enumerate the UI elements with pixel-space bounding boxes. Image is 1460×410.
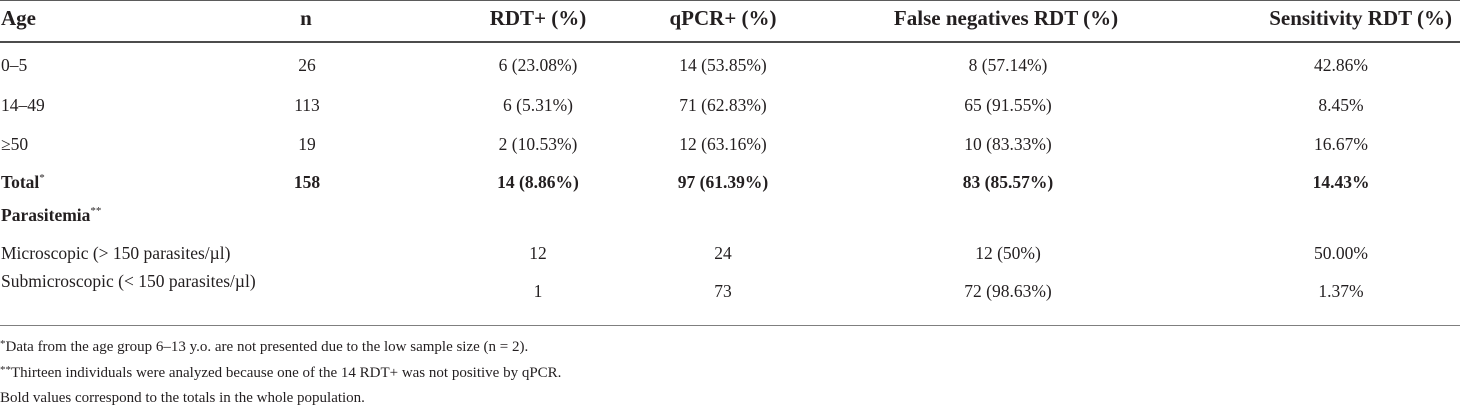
rdt-cell: 1 [533, 281, 543, 301]
header-bottom-rule [0, 41, 1460, 43]
n-cell: 26 [298, 55, 316, 75]
header-rdt: RDT+ (%) [489, 6, 587, 30]
total-footnote-mark: * [39, 172, 45, 184]
footnote-3: Bold values correspond to the totals in … [0, 391, 365, 406]
false-negatives-cell: 12 (50%) [975, 243, 1041, 263]
false-negatives-cell: 10 (83.33%) [964, 134, 1052, 154]
footnote-1: *Data from the age group 6–13 y.o. are n… [0, 338, 529, 355]
footnote-text: Bold values correspond to the totals in … [0, 390, 365, 406]
header-age: Age [1, 6, 36, 30]
rdt-cell: 2 (10.53%) [498, 134, 578, 154]
false-negatives-cell: 72 (98.63%) [964, 281, 1052, 301]
parasitemia-label-cell: Submicroscopic (< 150 parasites/µl) [1, 271, 256, 291]
qpcr-cell: 12 (63.16%) [679, 134, 767, 154]
qpcr-cell: 71 (62.83%) [679, 95, 767, 115]
sensitivity-cell: 16.67% [1314, 134, 1368, 154]
n-cell: 113 [294, 95, 320, 115]
sensitivity-cell: 50.00% [1314, 243, 1368, 263]
parasitemia-footnote-mark: ** [90, 205, 102, 217]
total-label: Total* [1, 172, 45, 192]
total-label-text: Total [1, 172, 40, 192]
header-sensitivity: Sensitivity RDT (%) [1269, 6, 1452, 30]
rdt-cell: 12 [529, 243, 547, 263]
age-cell: 0–5 [1, 55, 28, 75]
parasitemia-heading-text: Parasitemia [1, 205, 91, 225]
sensitivity-cell: 42.86% [1314, 55, 1368, 75]
header-qpcr: qPCR+ (%) [669, 6, 777, 30]
parasitemia-heading: Parasitemia** [1, 205, 102, 225]
sensitivity-cell: 1.37% [1318, 281, 1364, 301]
qpcr-cell: 14 (53.85%) [679, 55, 767, 75]
total-false-negatives-cell: 83 (85.57%) [962, 172, 1054, 192]
qpcr-cell: 73 [714, 281, 732, 301]
total-sensitivity-cell: 14.43% [1312, 172, 1370, 192]
header-false-negatives: False negatives RDT (%) [893, 6, 1119, 30]
rdt-cell: 6 (5.31%) [503, 95, 573, 115]
total-qpcr-cell: 97 (61.39%) [677, 172, 769, 192]
n-cell: 19 [298, 134, 316, 154]
false-negatives-cell: 8 (57.14%) [968, 55, 1048, 75]
footnote-text: Data from the age group 6–13 y.o. are no… [5, 339, 529, 355]
footnote-mark: ** [0, 364, 11, 376]
rdt-cell: 6 (23.08%) [498, 55, 578, 75]
footnote-mark: * [0, 338, 6, 350]
total-n-cell: 158 [293, 172, 321, 192]
table-bottom-rule [0, 325, 1460, 326]
footnote-2: **Thirteen individuals were analyzed bec… [0, 364, 562, 381]
parasitemia-label-cell: Microscopic (> 150 parasites/µl) [1, 243, 231, 263]
header-n: n [300, 6, 312, 30]
sensitivity-cell: 8.45% [1318, 95, 1364, 115]
age-cell: ≥50 [1, 134, 29, 154]
table-top-rule [0, 0, 1460, 1]
age-cell: 14–49 [1, 95, 45, 115]
qpcr-cell: 24 [714, 243, 732, 263]
footnote-text: Thirteen individuals were analyzed becau… [11, 365, 562, 381]
total-rdt-cell: 14 (8.86%) [497, 172, 579, 192]
false-negatives-cell: 65 (91.55%) [964, 95, 1052, 115]
